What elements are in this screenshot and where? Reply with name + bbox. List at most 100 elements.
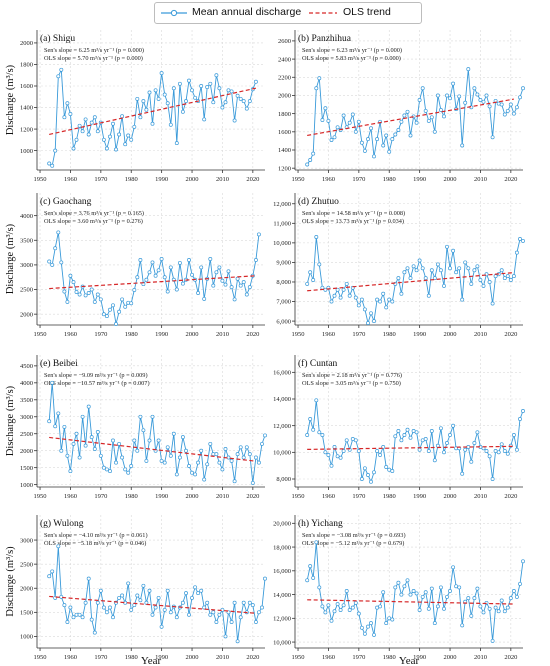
data-point	[417, 608, 422, 612]
data-point	[180, 109, 185, 114]
data-point	[129, 301, 134, 306]
data-point	[408, 435, 413, 440]
data-point	[62, 289, 67, 294]
data-point	[384, 305, 389, 310]
data-point	[469, 281, 474, 286]
data-point	[372, 470, 376, 475]
data-point	[396, 429, 401, 433]
data-point	[381, 590, 386, 595]
data-point	[341, 449, 346, 453]
data-point	[168, 265, 173, 270]
data-point	[511, 589, 516, 593]
data-point	[260, 605, 264, 610]
data-point	[147, 588, 152, 593]
x-tick-label: 1970	[94, 654, 107, 661]
data-point	[159, 458, 164, 463]
data-point	[104, 146, 109, 151]
data-point	[114, 460, 118, 465]
x-tick-label: 1960	[64, 493, 77, 500]
data-point	[484, 449, 489, 453]
data-point	[460, 143, 465, 148]
data-point	[62, 603, 67, 608]
data-point	[417, 447, 422, 452]
data-point	[187, 464, 191, 468]
data-point	[244, 445, 249, 450]
data-point	[451, 81, 456, 86]
x-tick-label: 1990	[155, 493, 168, 500]
data-point	[487, 280, 492, 284]
y-tick-label: 1000	[20, 482, 33, 489]
data-point	[320, 433, 325, 437]
data-point	[514, 105, 519, 110]
data-point	[98, 453, 103, 458]
data-point	[417, 258, 422, 263]
data-point	[396, 580, 401, 585]
data-point	[56, 544, 61, 549]
data-point	[359, 140, 364, 145]
y-tick-label: 12,000	[273, 616, 291, 623]
data-point	[402, 270, 407, 275]
data-point	[448, 433, 452, 437]
data-point	[83, 293, 88, 298]
data-point	[499, 442, 504, 447]
data-point	[253, 455, 258, 460]
data-point	[378, 299, 383, 304]
data-point	[350, 112, 355, 117]
ols-trend-line	[307, 98, 514, 137]
data-point	[253, 258, 258, 262]
data-point	[180, 600, 185, 605]
data-point	[135, 448, 140, 453]
data-point	[217, 460, 222, 465]
panel-title: (e) Beibei	[40, 358, 78, 369]
x-tick-label: 2020	[504, 493, 517, 500]
data-point	[423, 276, 428, 281]
data-point	[141, 99, 146, 104]
data-point	[375, 449, 380, 453]
data-point	[423, 437, 428, 441]
data-point	[460, 471, 465, 476]
data-point	[199, 84, 204, 88]
data-point	[490, 301, 495, 306]
data-point	[369, 479, 373, 484]
data-point	[438, 426, 443, 431]
data-point	[71, 615, 76, 620]
data-point	[241, 600, 246, 605]
data-point	[65, 101, 70, 106]
data-point	[190, 595, 194, 600]
data-point	[247, 285, 252, 290]
data-point	[123, 142, 128, 147]
y-tick-label: 10,000	[273, 240, 291, 247]
x-tick-label: 1980	[125, 493, 138, 500]
data-point	[414, 268, 419, 273]
data-point	[165, 445, 170, 450]
x-tick-label: 2010	[216, 331, 229, 338]
ols-trend-line	[307, 599, 514, 605]
data-point	[472, 596, 477, 601]
data-point	[95, 600, 100, 605]
data-point	[353, 600, 358, 605]
x-tick-label: 2010	[474, 176, 487, 183]
data-point	[214, 452, 219, 457]
data-point	[505, 274, 510, 279]
data-point	[317, 585, 322, 590]
data-point	[457, 266, 462, 271]
data-point	[238, 445, 243, 450]
data-point	[232, 600, 237, 605]
data-point	[196, 291, 201, 295]
data-point	[372, 319, 376, 324]
data-point	[104, 610, 109, 615]
x-tick-label: 2020	[504, 176, 517, 183]
data-point	[65, 299, 70, 304]
data-point	[362, 148, 367, 153]
data-point	[478, 278, 483, 282]
data-point	[442, 450, 446, 455]
y-axis-title: Discharge (m³/s)	[5, 546, 16, 617]
data-point	[89, 287, 94, 292]
data-point	[244, 292, 249, 297]
panel-3: 1950 1960 1970 1980 1990 2000 2010 2020 2000 2500…	[20, 193, 265, 338]
data-point	[126, 470, 131, 475]
y-tick-label: 9,000	[276, 260, 291, 267]
data-point	[83, 117, 88, 122]
data-point	[442, 283, 446, 288]
data-point	[438, 268, 443, 273]
